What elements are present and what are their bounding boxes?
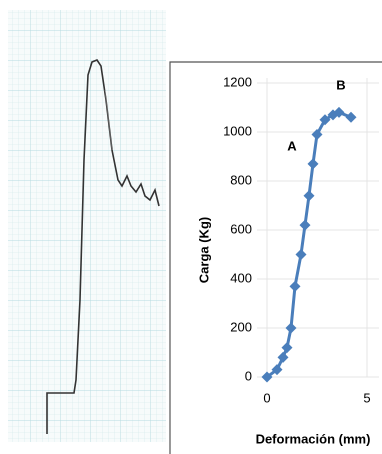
y-tick-label: 1000 — [223, 123, 252, 138]
x-axis-label: Deformación (mm) — [256, 431, 371, 446]
y-tick-label: 1200 — [223, 74, 252, 89]
series-line — [267, 112, 351, 377]
data-point — [282, 342, 293, 353]
y-tick-label: 800 — [230, 172, 252, 187]
page: Carga (Kg) Deformación (mm) 0 200 400 600 80… — [0, 0, 382, 454]
y-tick-label: 400 — [230, 270, 252, 285]
x-tick-label: 5 — [363, 390, 370, 405]
chart: Carga (Kg) Deformación (mm) 0 200 400 600 80… — [170, 62, 382, 454]
annotation: B — [336, 77, 345, 92]
data-point — [312, 129, 323, 140]
y-tick-label: 600 — [230, 221, 252, 236]
data-point — [286, 323, 297, 334]
y-axis-label: Carga (Kg) — [196, 217, 211, 283]
data-point — [296, 249, 307, 260]
photo-graph-paper — [8, 10, 166, 442]
data-point — [308, 158, 319, 169]
data-point — [278, 352, 289, 363]
y-tick-label: 0 — [245, 368, 252, 383]
data-point — [300, 220, 311, 231]
annotation: A — [287, 138, 297, 153]
x-tick-label: 0 — [263, 390, 270, 405]
data-point — [304, 190, 315, 201]
data-point — [290, 281, 301, 292]
y-tick-label: 200 — [230, 319, 252, 334]
data-point — [346, 112, 357, 123]
